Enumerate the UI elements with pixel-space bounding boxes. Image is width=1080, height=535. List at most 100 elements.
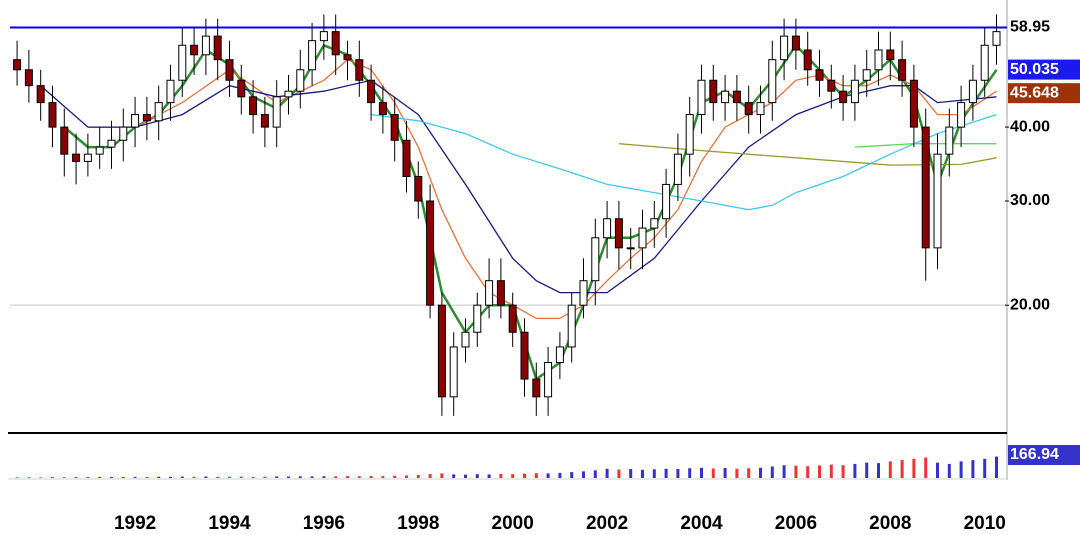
candle-body [862,69,871,81]
volume-bar [416,474,420,478]
candle-body [485,280,494,306]
volume-bar [983,458,987,478]
volume-bar [286,476,290,478]
candle-body [709,79,718,104]
volume-bar [133,476,137,478]
volume-bar [664,468,668,478]
volume-bar [888,461,892,478]
volume-bar [86,477,90,478]
candle-body [461,331,470,348]
candle-body [980,44,989,81]
x-tick-label: 2004 [680,513,723,534]
volume-bar [322,476,326,478]
volume-bar [581,471,585,478]
volume-bar [511,474,515,478]
volume-bar [629,469,633,478]
candle-body [567,304,576,348]
candle-body [780,35,789,61]
volume-bar [168,476,172,478]
volume-bar [877,463,881,478]
candle-body [886,49,895,61]
volume-bar [310,476,314,478]
volume-bar [534,473,538,478]
candle-body [355,59,364,81]
candle-body [272,96,281,128]
candle-body [614,218,623,249]
volume-bar [27,477,31,478]
volume-bar [865,462,869,478]
volume-bar [74,476,78,478]
y-tick-label: 30.00 [1010,192,1050,209]
volume-bar [251,476,255,478]
volume-bar [157,476,161,478]
volume-bar [369,475,373,478]
candle-body [603,218,612,239]
price-marker-label: 45.648 [1010,84,1059,101]
candle-body [827,79,836,92]
candle-body [532,378,541,398]
candle-body [225,59,234,81]
candle-body [638,227,647,249]
volume-bar [522,473,526,478]
volume-bar [640,469,644,478]
volume-bar [688,468,692,478]
x-tick-label: 2002 [586,513,628,534]
volume-bar [699,467,703,478]
volume-bar [15,477,19,478]
volume-bar [806,466,810,478]
candle-body [402,139,411,178]
volume-bar [192,476,196,478]
volume-bar [936,462,940,478]
candle-body [721,90,730,104]
candle-body [260,114,269,128]
candle-body [791,35,800,51]
candle-body [95,146,104,155]
volume-bar [959,461,963,478]
candle-body [13,59,22,71]
volume-bar [275,476,279,478]
candle-body [319,31,328,42]
candle-body [166,79,175,104]
volume-marker-bg [1008,445,1080,465]
candle-body [898,59,907,81]
volume-bar [711,468,715,478]
candle-body [190,44,199,56]
candle-body [449,346,458,398]
volume-bar [817,465,821,478]
candle-body [874,49,883,71]
volume-bar [782,465,786,478]
volume-bar [605,468,609,478]
volume-bar [404,475,408,478]
price-marker-bg [1008,59,1080,80]
volume-bar [971,460,975,478]
volume-bar [853,463,857,478]
candle-body [72,153,81,162]
volume-marker-label: 166.94 [1010,446,1059,463]
volume-bar [50,477,54,478]
volume-bar [393,475,397,478]
candle-body [131,114,140,128]
candle-body [142,114,151,122]
volume-bar [676,469,680,478]
candle-body [308,40,317,71]
price-marker-bg [1008,17,1080,38]
candle-body [154,102,163,122]
volume-bar [381,476,385,478]
price-marker-bg [1008,83,1080,104]
volume-bar [735,468,739,478]
x-tick-label: 2008 [869,513,911,534]
moving-average [371,113,997,211]
candle-body [473,304,482,333]
volume-bar [829,464,833,478]
volume-bar [109,476,113,478]
candle-body [48,102,57,128]
volume-bar [475,474,479,478]
candle-body [367,79,376,104]
candle-body [555,346,564,364]
volume-bar [593,470,597,478]
x-tick-label: 1994 [208,513,251,534]
volume-bar [180,476,184,478]
volume-bar [570,472,574,478]
candle-body [803,49,812,71]
candle-body [650,218,659,229]
